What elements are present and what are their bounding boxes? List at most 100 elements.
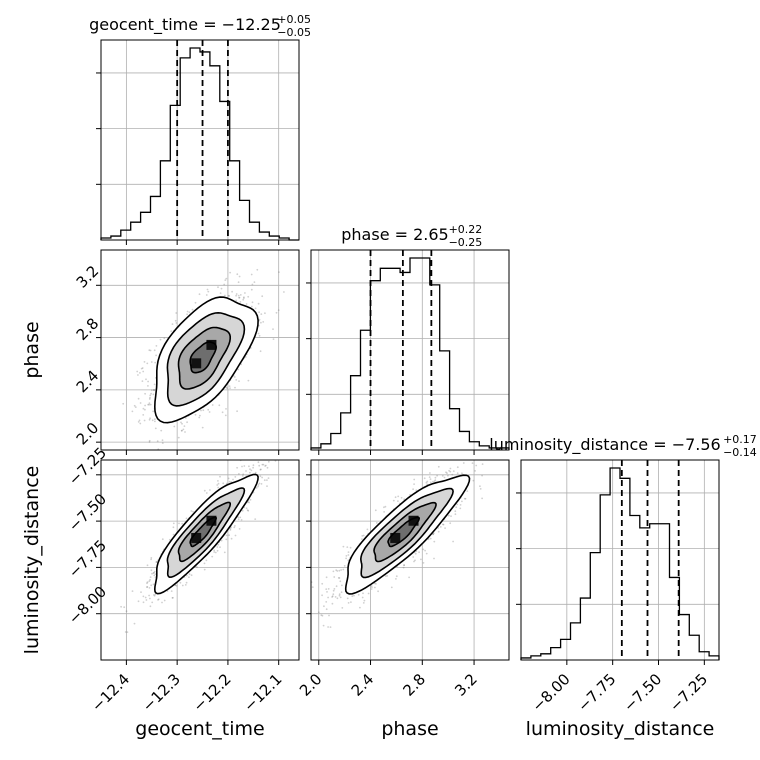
sample-point bbox=[259, 350, 262, 353]
sample-point bbox=[220, 539, 223, 542]
sample-point bbox=[260, 483, 263, 485]
sample-point bbox=[481, 463, 484, 465]
sample-point bbox=[234, 534, 237, 537]
sample-point bbox=[180, 429, 183, 432]
sample-point bbox=[150, 361, 153, 363]
sample-point bbox=[224, 279, 227, 281]
sample-point bbox=[429, 472, 431, 474]
sample-point bbox=[250, 288, 253, 291]
sample-point bbox=[249, 498, 252, 501]
sample-point bbox=[190, 510, 193, 512]
sample-point bbox=[150, 557, 153, 559]
sample-point bbox=[190, 574, 193, 577]
sample-point bbox=[175, 312, 178, 314]
sample-point bbox=[155, 560, 158, 563]
sample-point bbox=[134, 406, 137, 408]
sample-point bbox=[338, 593, 341, 595]
sample-point bbox=[347, 551, 350, 553]
sample-point bbox=[415, 489, 418, 492]
sample-point bbox=[224, 294, 226, 297]
sample-point bbox=[201, 426, 204, 429]
sample-point bbox=[336, 597, 339, 600]
sample-point bbox=[223, 283, 226, 286]
sample-point bbox=[240, 519, 243, 521]
sample-point bbox=[265, 464, 267, 467]
title-main: geocent_time = −12.25 bbox=[89, 15, 281, 35]
sample-point bbox=[326, 591, 328, 593]
density-peak bbox=[191, 532, 202, 543]
sample-point bbox=[329, 626, 332, 628]
sample-point bbox=[194, 301, 197, 304]
sample-point bbox=[239, 301, 242, 303]
sample-point bbox=[188, 311, 191, 314]
sample-point bbox=[146, 362, 149, 365]
sample-point bbox=[225, 538, 228, 541]
sample-point bbox=[184, 431, 186, 433]
sample-point bbox=[241, 475, 244, 477]
sample-point bbox=[148, 349, 151, 352]
sample-point bbox=[334, 596, 337, 598]
sample-point bbox=[250, 273, 253, 276]
sample-point bbox=[186, 313, 189, 316]
x-tick-label: −7.75 bbox=[574, 670, 619, 715]
contour-line bbox=[189, 516, 218, 548]
sample-point bbox=[259, 475, 262, 478]
sample-point bbox=[429, 478, 432, 480]
sample-point bbox=[251, 301, 254, 304]
sample-point bbox=[232, 478, 234, 481]
sample-point bbox=[395, 575, 398, 578]
sample-point bbox=[456, 503, 459, 506]
sample-point bbox=[322, 624, 325, 627]
sample-point bbox=[439, 526, 442, 528]
sample-point bbox=[272, 328, 274, 330]
sample-point bbox=[432, 480, 434, 483]
sample-point bbox=[142, 601, 145, 604]
sample-point bbox=[403, 564, 405, 567]
x-tick-label: 2.8 bbox=[400, 670, 430, 700]
sample-point bbox=[337, 577, 340, 579]
sample-point bbox=[229, 527, 232, 530]
sample-point bbox=[151, 419, 154, 422]
sample-point bbox=[133, 404, 136, 407]
sample-point bbox=[159, 338, 162, 341]
sample-point bbox=[445, 471, 447, 474]
sample-point bbox=[142, 370, 145, 373]
sample-point bbox=[300, 628, 302, 630]
sample-point bbox=[150, 584, 153, 587]
sample-point bbox=[233, 526, 236, 529]
sample-point bbox=[444, 527, 446, 529]
sample-point bbox=[199, 414, 201, 417]
sample-point bbox=[474, 470, 476, 472]
sample-point bbox=[429, 537, 432, 540]
sample-point bbox=[266, 466, 269, 469]
sample-point bbox=[155, 345, 158, 347]
sample-point bbox=[153, 383, 156, 386]
sample-point bbox=[254, 453, 256, 455]
sample-point bbox=[263, 479, 266, 482]
sample-point bbox=[239, 294, 242, 296]
sample-point bbox=[403, 498, 406, 500]
sample-point bbox=[238, 473, 240, 475]
sample-point bbox=[149, 394, 152, 397]
sample-point bbox=[181, 584, 184, 587]
sample-point bbox=[418, 551, 420, 554]
sample-point bbox=[459, 504, 462, 506]
density-peak bbox=[191, 358, 202, 369]
sample-point bbox=[403, 564, 405, 566]
sample-point bbox=[151, 601, 154, 604]
sample-point bbox=[155, 354, 158, 357]
sample-point bbox=[196, 566, 198, 569]
sample-point bbox=[163, 337, 166, 340]
sample-point bbox=[433, 540, 436, 543]
sample-point bbox=[245, 303, 248, 305]
histogram-phase bbox=[310, 257, 510, 450]
sample-point bbox=[433, 557, 435, 560]
x-tick-label: 2.4 bbox=[348, 670, 378, 700]
sample-point bbox=[323, 605, 325, 608]
sample-point bbox=[209, 489, 211, 491]
sample-point bbox=[142, 595, 145, 598]
sample-point bbox=[141, 367, 144, 369]
sample-point bbox=[394, 496, 397, 499]
sample-point bbox=[208, 411, 211, 413]
sample-point bbox=[425, 481, 428, 484]
